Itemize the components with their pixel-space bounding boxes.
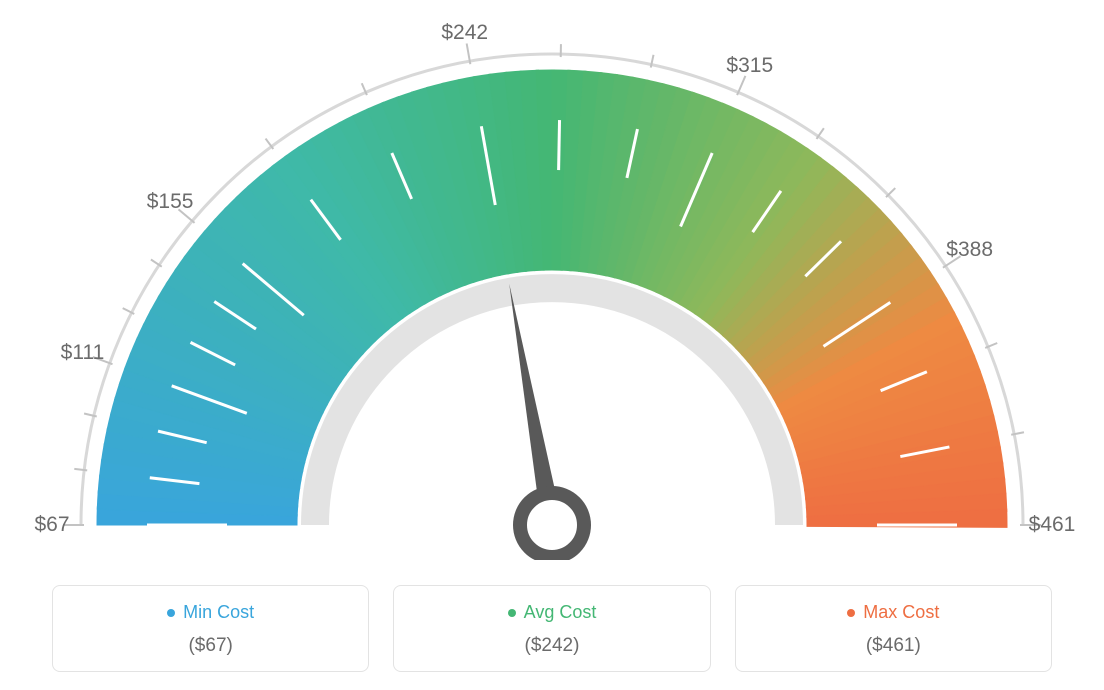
legend-label-min: Min Cost — [183, 602, 254, 623]
legend-title-min: Min Cost — [167, 602, 254, 623]
legend-label-max: Max Cost — [863, 602, 939, 623]
legend-title-avg: Avg Cost — [508, 602, 597, 623]
gauge-tick-label: $155 — [147, 190, 194, 214]
legend-card-min: Min Cost ($67) — [52, 585, 369, 672]
gauge-tick-label: $67 — [34, 513, 69, 537]
gauge-tick-label: $315 — [726, 54, 773, 78]
legend-value-min: ($67) — [53, 635, 368, 657]
legend-title-max: Max Cost — [847, 602, 939, 623]
gauge-tick-label: $242 — [441, 21, 488, 45]
gauge-tick-label: $111 — [61, 341, 105, 365]
legend-dot-avg — [508, 609, 516, 617]
gauge-tick-label: $388 — [946, 238, 993, 262]
legend-value-avg: ($242) — [394, 635, 709, 657]
gauge-tick-label: $461 — [1029, 513, 1076, 537]
legend-card-max: Max Cost ($461) — [735, 585, 1052, 672]
gauge-svg — [0, 0, 1104, 560]
legend-dot-min — [167, 609, 175, 617]
legend-value-max: ($461) — [736, 635, 1051, 657]
legend-row: Min Cost ($67) Avg Cost ($242) Max Cost … — [0, 585, 1104, 672]
legend-label-avg: Avg Cost — [524, 602, 597, 623]
legend-dot-max — [847, 609, 855, 617]
cost-gauge: $67 $111 $155 $242 $315 $388 $461 — [0, 0, 1104, 560]
legend-card-avg: Avg Cost ($242) — [393, 585, 710, 672]
